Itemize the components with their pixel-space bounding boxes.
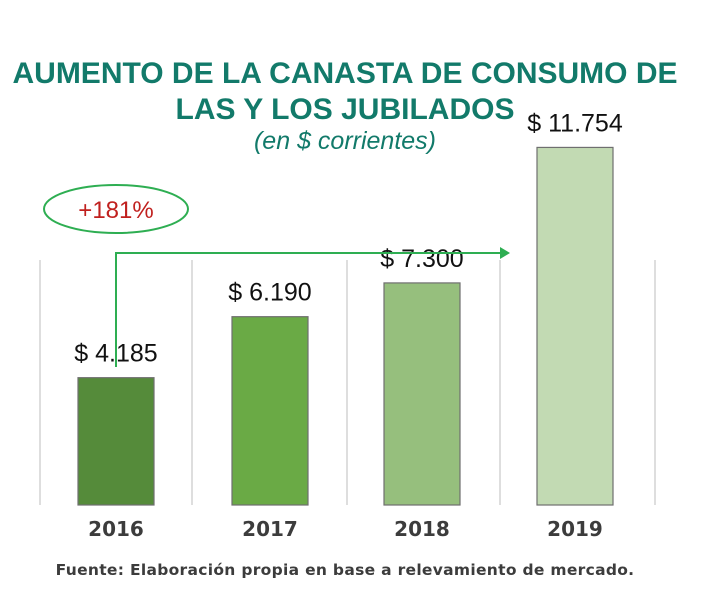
- growth-arrow-line: [115, 252, 502, 367]
- bar-2017: [231, 316, 309, 506]
- data-label-2018: $ 7.300: [380, 245, 463, 273]
- chart-title-line-2: LAS Y LOS JUBILADOS: [175, 93, 515, 126]
- bar-2019: [536, 146, 614, 506]
- bar-2016: [77, 377, 155, 506]
- growth-badge: [43, 184, 189, 234]
- x-tick-label-2016: 2016: [88, 517, 144, 541]
- data-label-2019: $ 11.754: [527, 109, 623, 137]
- bar-2018: [383, 282, 461, 506]
- data-label-2017: $ 6.190: [228, 279, 311, 307]
- growth-percent-label: +181%: [78, 197, 153, 224]
- chart-subtitle: (en $ corrientes): [253, 127, 437, 155]
- x-tick-label-2019: 2019: [547, 517, 603, 541]
- x-tick-label-2018: 2018: [394, 517, 450, 541]
- x-tick-label-2017: 2017: [242, 517, 298, 541]
- growth-arrow-head: [500, 247, 510, 259]
- chart-title-line-1: AUMENTO DE LA CANASTA DE CONSUMO DE: [12, 57, 678, 90]
- source-note: Fuente: Elaboración propia en base a rel…: [55, 561, 635, 579]
